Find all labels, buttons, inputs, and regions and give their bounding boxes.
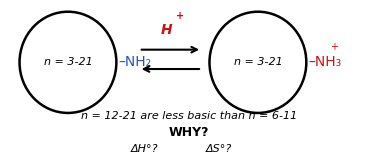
Text: ΔH°?: ΔH°? [130,144,158,154]
Text: –NH₃: –NH₃ [308,55,341,69]
Text: n = 3-21: n = 3-21 [234,57,282,67]
Text: –NH₂: –NH₂ [118,55,151,69]
Text: H: H [161,23,172,37]
Text: n = 12-21 are less basic than n = 6-11: n = 12-21 are less basic than n = 6-11 [81,111,297,121]
Text: +: + [176,11,184,21]
Text: n = 3-21: n = 3-21 [43,57,92,67]
Text: +: + [330,42,339,52]
Text: WHY?: WHY? [169,126,209,139]
Text: ΔS°?: ΔS°? [206,144,232,154]
